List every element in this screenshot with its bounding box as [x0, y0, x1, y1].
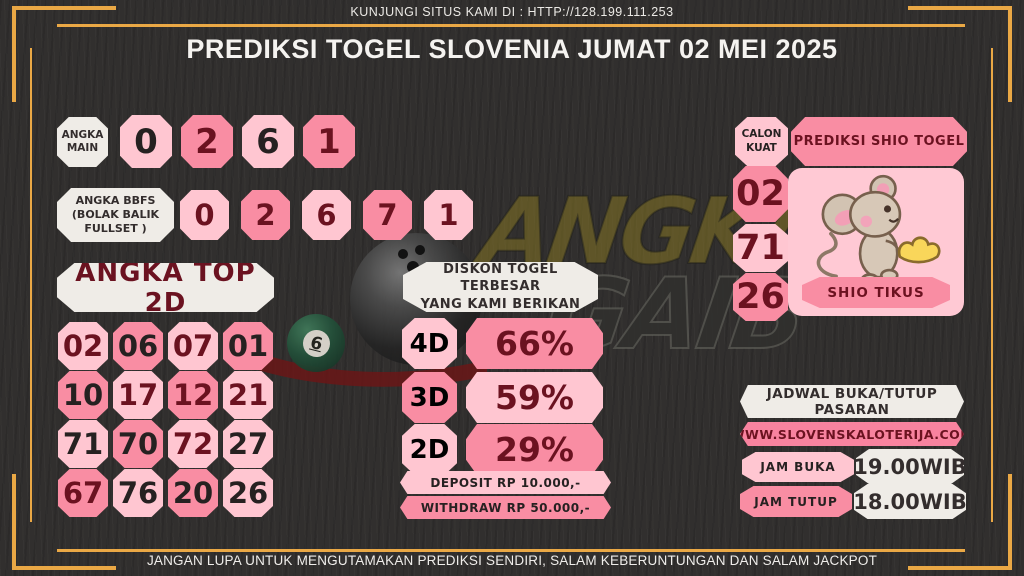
top2d-cell: 21	[223, 371, 273, 419]
top2d-cell: 01	[223, 322, 273, 370]
frame-line-left	[30, 48, 32, 522]
diskon-label-3d: 3D	[402, 372, 457, 423]
frame-line-top	[57, 24, 965, 27]
top2d-cell: 76	[113, 469, 163, 517]
jam-buka-value: 19.00WIB	[856, 449, 964, 484]
website-link[interactable]: WWW.SLOVENSKALOTERIJA.COM	[740, 422, 964, 446]
angka-bbfs-digit: 7	[363, 190, 412, 240]
diskon-title: DISKON TOGEL TERBESAR YANG KAMI BERIKAN	[403, 262, 598, 312]
top2d-cell: 12	[168, 371, 218, 419]
shio-number: 71	[733, 224, 788, 272]
top2d-cell: 71	[58, 420, 108, 468]
top2d-cell: 17	[113, 371, 163, 419]
diskon-value-2d: 29%	[466, 424, 603, 475]
withdraw-info: WITHDRAW RP 50.000,-	[400, 496, 611, 519]
top2d-cell: 20	[168, 469, 218, 517]
page-title: PREDIKSI TOGEL SLOVENIA JUMAT 02 MEI 202…	[186, 34, 838, 64]
footer-disclaimer: JANGAN LUPA UNTUK MENGUTAMAKAN PREDIKSI …	[146, 553, 878, 568]
shio-number: 02	[733, 166, 788, 222]
billiard-6-ball-icon: 6	[287, 314, 345, 372]
frame-line-bottom	[57, 549, 965, 552]
jam-buka-label: JAM BUKA	[742, 452, 854, 482]
prediksi-shio-header: PREDIKSI SHIO TOGEL	[791, 117, 967, 166]
top2d-cell: 06	[113, 322, 163, 370]
calon-kuat-label: CALON KUAT	[735, 117, 788, 166]
diskon-label-2d: 2D	[402, 424, 457, 475]
jam-tutup-value: 18.00WIB	[854, 484, 966, 519]
shio-card: SHIO TIKUS	[788, 168, 964, 316]
angka-bbfs-digit: 6	[302, 190, 351, 240]
top2d-cell: 70	[113, 420, 163, 468]
angka-bbfs-digit: 2	[241, 190, 290, 240]
top2d-cell: 27	[223, 420, 273, 468]
shio-number: 26	[733, 273, 788, 321]
top2d-cell: 26	[223, 469, 273, 517]
diskon-value-4d: 66%	[466, 318, 603, 369]
angka-main-label: ANGKA MAIN	[57, 117, 108, 167]
shio-animal-label: SHIO TIKUS	[802, 277, 950, 308]
jam-tutup-label: JAM TUTUP	[740, 486, 852, 517]
top2d-cell: 07	[168, 322, 218, 370]
diskon-value-3d: 59%	[466, 372, 603, 423]
mouse-with-gold-ingot-icon	[816, 174, 941, 287]
top2d-cell: 72	[168, 420, 218, 468]
angka-main-digit: 1	[303, 115, 355, 168]
angka-main-digit: 0	[120, 115, 172, 168]
jadwal-title: JADWAL BUKA/TUTUP PASARAN	[740, 385, 964, 418]
angka-bbfs-label: ANGKA BBFS (BOLAK BALIK FULLSET )	[57, 188, 174, 242]
angka-main-digit: 2	[181, 115, 233, 168]
site-url-notice[interactable]: KUNJUNGI SITUS KAMI DI : HTTP://128.199.…	[350, 5, 674, 19]
top2d-cell: 10	[58, 371, 108, 419]
top2d-cell: 67	[58, 469, 108, 517]
top2d-cell: 02	[58, 322, 108, 370]
diskon-label-4d: 4D	[402, 318, 457, 369]
angka-bbfs-digit: 0	[180, 190, 229, 240]
deposit-info: DEPOSIT RP 10.000,-	[400, 471, 611, 494]
angka-main-digit: 6	[242, 115, 294, 168]
angka-bbfs-digit: 1	[424, 190, 473, 240]
top2d-title: ANGKA TOP 2D	[57, 263, 274, 312]
frame-line-right	[991, 48, 993, 522]
